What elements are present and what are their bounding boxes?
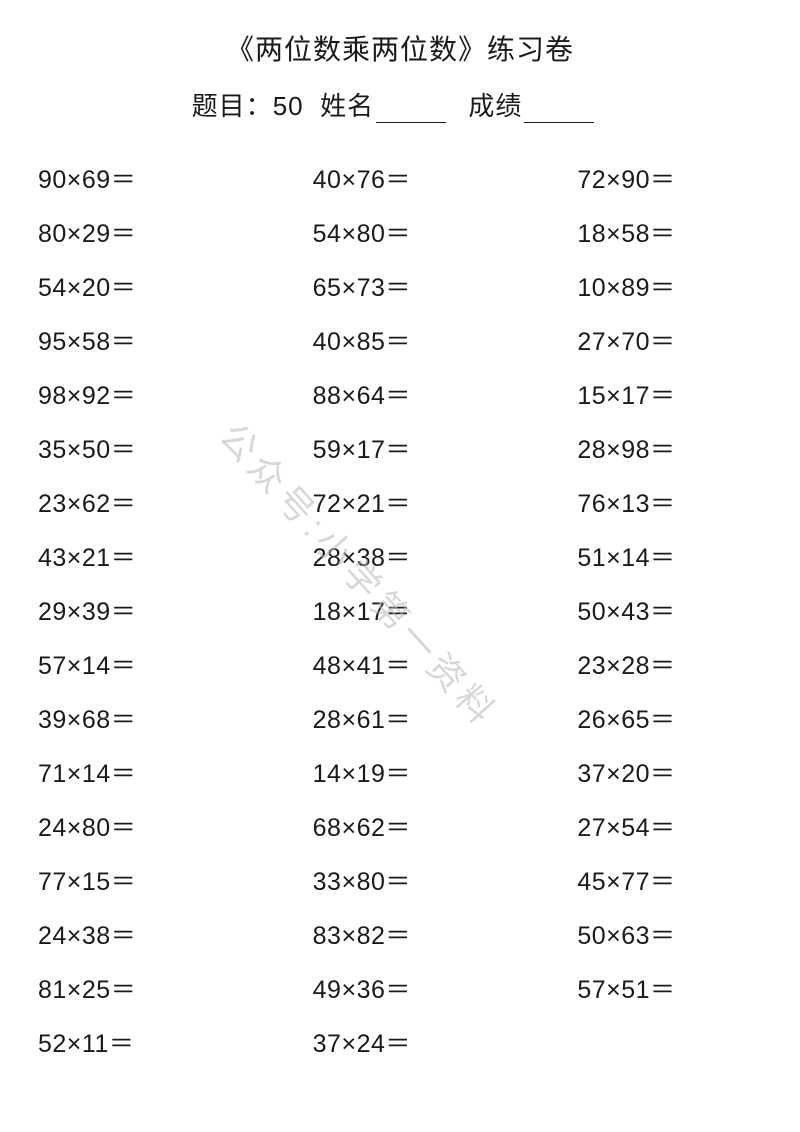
- problem-item: 18×58＝: [577, 207, 762, 261]
- problem-item: 40×76＝: [313, 153, 518, 207]
- problem-item: 10×89＝: [577, 261, 762, 315]
- problem-item: 23×62＝: [38, 477, 273, 531]
- problem-item: 98×92＝: [38, 369, 273, 423]
- name-label: 姓名: [320, 91, 374, 121]
- problem-item: 27×54＝: [577, 801, 762, 855]
- problem-item: 37×20＝: [577, 747, 762, 801]
- problem-item: 27×70＝: [577, 315, 762, 369]
- problem-item: 28×98＝: [577, 423, 762, 477]
- problem-item: 57×14＝: [38, 639, 273, 693]
- problem-item: 83×82＝: [313, 909, 518, 963]
- problem-item: 50×63＝: [577, 909, 762, 963]
- problem-item: 37×24＝: [313, 1017, 518, 1071]
- problem-item: 72×21＝: [313, 477, 518, 531]
- problem-count: 50: [273, 91, 304, 121]
- problem-item: 29×39＝: [38, 585, 273, 639]
- problem-item: 26×65＝: [577, 693, 762, 747]
- problem-grid: 90×69＝ 80×29＝ 54×20＝ 95×58＝ 98×92＝ 35×50…: [30, 153, 770, 1071]
- page-subtitle: 题目：50 姓名 成绩: [30, 86, 770, 123]
- problem-column-2: 40×76＝ 54×80＝ 65×73＝ 40×85＝ 88×64＝ 59×17…: [283, 153, 518, 1071]
- problem-item: 90×69＝: [38, 153, 273, 207]
- problem-item: 49×36＝: [313, 963, 518, 1017]
- problem-item: 72×90＝: [577, 153, 762, 207]
- problem-item: 80×29＝: [38, 207, 273, 261]
- problem-item: 39×68＝: [38, 693, 273, 747]
- problem-item: 15×17＝: [577, 369, 762, 423]
- problem-item: 24×80＝: [38, 801, 273, 855]
- problem-column-3: 72×90＝ 18×58＝ 10×89＝ 27×70＝ 15×17＝ 28×98…: [527, 153, 762, 1071]
- problem-item: 68×62＝: [313, 801, 518, 855]
- problem-item: 54×20＝: [38, 261, 273, 315]
- problem-item: 54×80＝: [313, 207, 518, 261]
- score-blank: [524, 101, 594, 123]
- problem-item: 23×28＝: [577, 639, 762, 693]
- problem-item: 52×11＝: [38, 1017, 273, 1071]
- score-label: 成绩: [468, 91, 522, 121]
- problem-item: 77×15＝: [38, 855, 273, 909]
- problem-item: 50×43＝: [577, 585, 762, 639]
- problem-item: 51×14＝: [577, 531, 762, 585]
- problem-item: 18×17＝: [313, 585, 518, 639]
- name-blank: [376, 101, 446, 123]
- problem-item: 71×14＝: [38, 747, 273, 801]
- problem-item: 76×13＝: [577, 477, 762, 531]
- problem-item: 81×25＝: [38, 963, 273, 1017]
- problem-item: 57×51＝: [577, 963, 762, 1017]
- problem-item: 59×17＝: [313, 423, 518, 477]
- problem-item: 14×19＝: [313, 747, 518, 801]
- page-title: 《两位数乘两位数》练习卷: [30, 28, 770, 68]
- problem-item: 33×80＝: [313, 855, 518, 909]
- problem-item: 65×73＝: [313, 261, 518, 315]
- problem-column-1: 90×69＝ 80×29＝ 54×20＝ 95×58＝ 98×92＝ 35×50…: [38, 153, 273, 1071]
- problem-item: 28×38＝: [313, 531, 518, 585]
- problem-item: 28×61＝: [313, 693, 518, 747]
- problem-item: 43×21＝: [38, 531, 273, 585]
- subtitle-prefix: 题目：: [192, 91, 273, 121]
- problem-item: 88×64＝: [313, 369, 518, 423]
- problem-item: 24×38＝: [38, 909, 273, 963]
- problem-item: 48×41＝: [313, 639, 518, 693]
- problem-item: 45×77＝: [577, 855, 762, 909]
- problem-item: 35×50＝: [38, 423, 273, 477]
- problem-item: 95×58＝: [38, 315, 273, 369]
- problem-item: 40×85＝: [313, 315, 518, 369]
